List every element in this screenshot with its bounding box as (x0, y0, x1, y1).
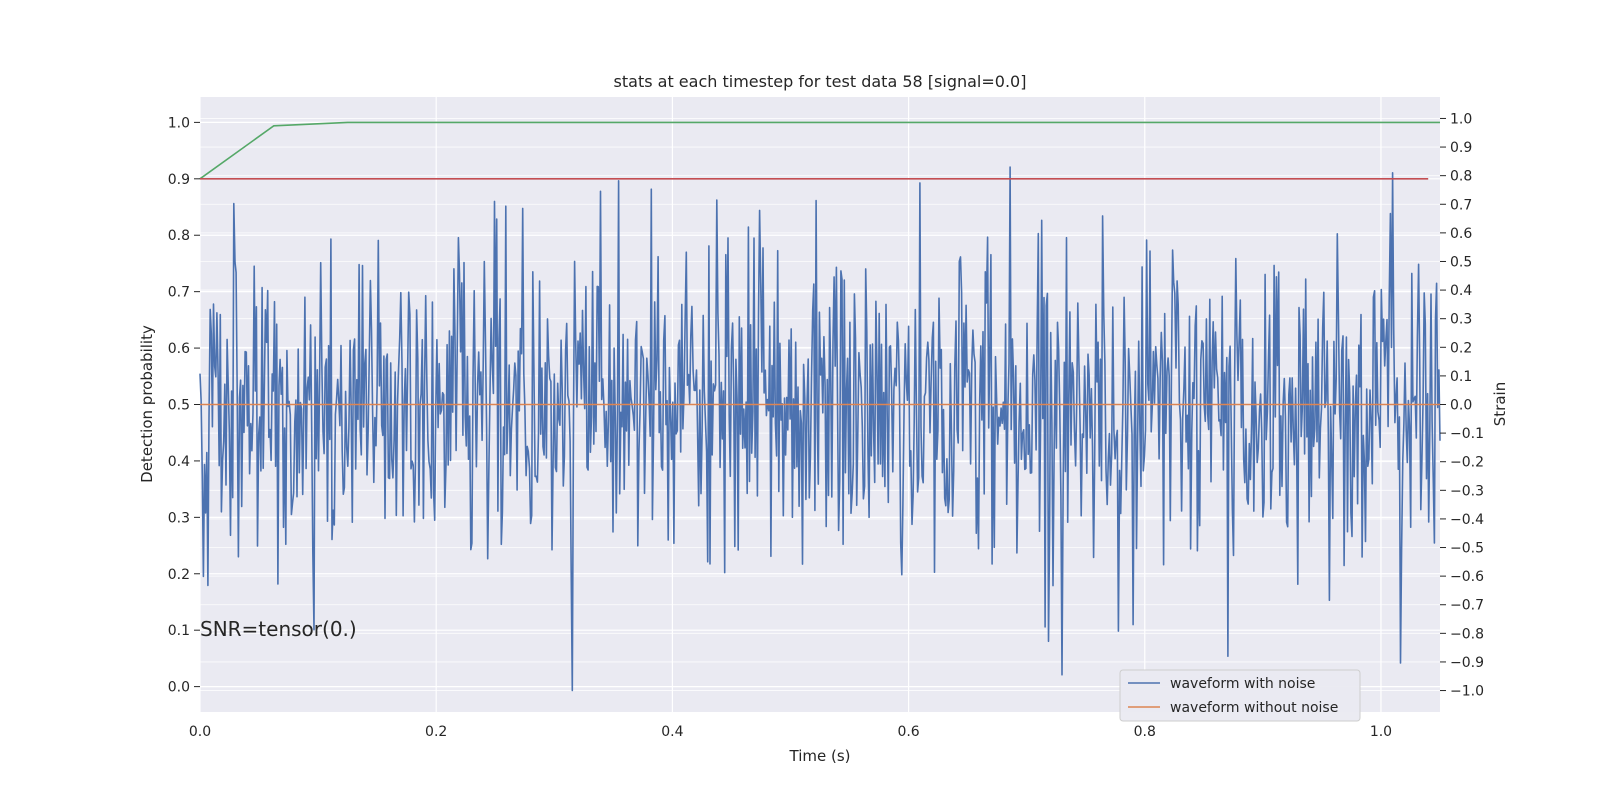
y2-tick-label: −0.9 (1450, 655, 1484, 671)
snr-annotation: SNR=tensor(0.) (200, 617, 357, 641)
x-tick-label: 0.4 (661, 724, 683, 740)
y2-tick-label: 0.7 (1450, 197, 1472, 213)
x-tick-label: 0.2 (425, 724, 447, 740)
y-tick-label: 0.4 (168, 454, 190, 470)
y-tick-label: 0.6 (168, 341, 190, 357)
y2-tick-label: 0.3 (1450, 312, 1472, 328)
y-tick-label: 1.0 (168, 115, 190, 131)
y2-tick-label: −0.1 (1450, 426, 1484, 442)
series-detection-probability (199, 121, 1440, 180)
y2-axis-label: Strain (1491, 382, 1509, 426)
y2-tick-label: −0.8 (1450, 626, 1484, 642)
y-tick-label: 0.1 (168, 623, 190, 639)
y-tick-label: 0.5 (168, 398, 190, 414)
y2-tick-label: −1.0 (1450, 684, 1484, 700)
y2-tick-label: −0.7 (1450, 598, 1484, 614)
x-axis-label: Time (s) (789, 747, 851, 765)
y-tick-label: 0.3 (168, 510, 190, 526)
y2-tick-label: 0.4 (1450, 283, 1472, 299)
y2-tick-label: −0.2 (1450, 455, 1484, 471)
y-tick-label: 0.2 (168, 567, 190, 583)
y2-tick-label: 0.1 (1450, 369, 1472, 385)
y2-tick-label: 0.8 (1450, 169, 1472, 185)
y2-tick-label: 1.0 (1450, 111, 1472, 127)
x-tick-label: 0.8 (1134, 724, 1156, 740)
x-tick-label: 0.6 (897, 724, 919, 740)
x-tick-label: 0.0 (189, 724, 211, 740)
y2-tick-label: 0.2 (1450, 340, 1472, 356)
y2-tick-label: 0.6 (1450, 226, 1472, 242)
chart-title: stats at each timestep for test data 58 … (614, 72, 1027, 91)
y-tick-label: 0.9 (168, 172, 190, 188)
y2-tick-label: −0.3 (1450, 483, 1484, 499)
x-axis-ticks: 0.0 0.2 0.4 0.6 0.8 1.0 (189, 724, 1392, 740)
y2-tick-label: 0.5 (1450, 254, 1472, 270)
series-layer (199, 121, 1441, 692)
y-tick-label: 0.8 (168, 228, 190, 244)
y2-tick-label: 0.0 (1450, 398, 1472, 414)
y2-tick-label: −0.4 (1450, 512, 1484, 528)
series-waveform-with-noise (199, 166, 1441, 692)
right-axis-ticks: −1.0 −0.9 −0.8 −0.7 −0.6 −0.5 −0.4 −0.3 −0.2 −0.1… (1440, 111, 1484, 700)
y2-tick-label: −0.5 (1450, 541, 1484, 557)
y-tick-label: 0.0 (168, 680, 190, 696)
y-axis-label: Detection probability (138, 325, 156, 483)
left-axis-ticks: 0.0 0.1 0.2 0.3 0.4 0.5 0.6 0.7 0.8 0.9 1.0 (168, 115, 200, 696)
y2-tick-label: −0.6 (1450, 569, 1484, 585)
legend-box (1119, 669, 1361, 722)
x-tick-label: 1.0 (1370, 724, 1392, 740)
legend-label-clean: waveform without noise (1170, 700, 1338, 716)
legend: waveform with noise waveform without noi… (1119, 669, 1361, 722)
legend-label-noise: waveform with noise (1170, 676, 1315, 692)
y-tick-label: 0.7 (168, 285, 190, 301)
y2-tick-label: 0.9 (1450, 140, 1472, 156)
